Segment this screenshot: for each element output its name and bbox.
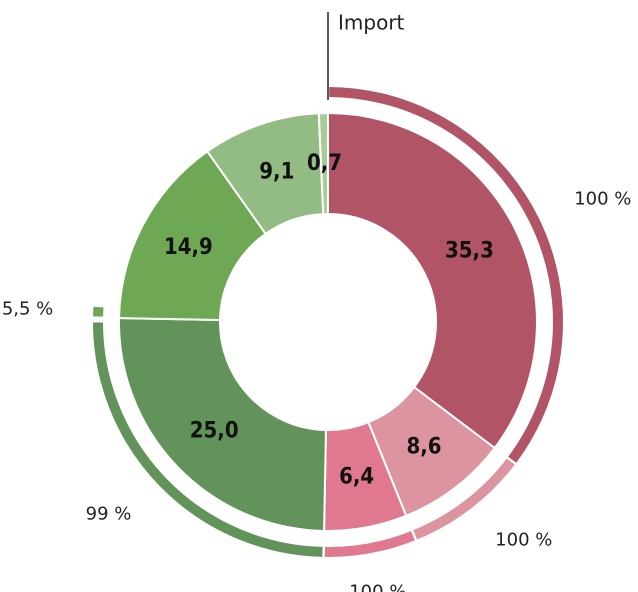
donut-segment bbox=[317, 111, 329, 216]
outer-label: 100 % bbox=[349, 581, 406, 592]
segment-label: 25,0 bbox=[190, 419, 239, 444]
segment-label: 0,7 bbox=[307, 151, 342, 176]
outer-arc bbox=[93, 322, 323, 557]
outer-arc bbox=[413, 458, 515, 540]
outer-label: 100 % bbox=[495, 529, 552, 550]
donut-segment bbox=[118, 149, 268, 321]
donut-segment bbox=[327, 111, 538, 450]
outer-arc bbox=[324, 531, 415, 557]
outer-label: 99 % bbox=[86, 503, 132, 524]
donut-segment bbox=[118, 317, 327, 532]
segment-label: 14,9 bbox=[164, 235, 213, 260]
segment-label: 6,4 bbox=[339, 464, 374, 489]
segment-label: 35,3 bbox=[445, 239, 494, 264]
outer-arc bbox=[329, 87, 563, 463]
outer-label: 5,5 % bbox=[2, 299, 53, 320]
annotation: Import bbox=[338, 11, 405, 35]
segment-label: 9,1 bbox=[259, 160, 294, 185]
segment-label: 8,6 bbox=[407, 434, 442, 459]
outer-label: 100 % bbox=[574, 188, 631, 209]
